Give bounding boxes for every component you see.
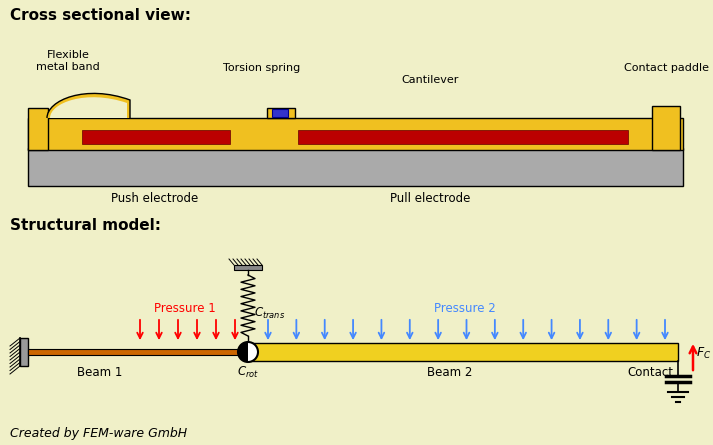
Text: Contact: Contact <box>627 366 673 379</box>
PathPatch shape <box>50 97 127 118</box>
Text: $F_C$: $F_C$ <box>696 345 712 360</box>
Text: Pressure 2: Pressure 2 <box>434 302 496 315</box>
Text: Beam 2: Beam 2 <box>427 366 473 379</box>
Text: Cantilever: Cantilever <box>401 75 458 85</box>
Text: Flexible
metal band: Flexible metal band <box>36 50 100 72</box>
Bar <box>28 349 248 355</box>
Bar <box>20 338 28 366</box>
Text: $C_{trans}$: $C_{trans}$ <box>254 305 285 320</box>
Bar <box>28 108 48 150</box>
Text: $C_{rot}$: $C_{rot}$ <box>237 365 259 380</box>
Circle shape <box>238 342 258 362</box>
Text: Created by FEM-ware GmbH: Created by FEM-ware GmbH <box>10 427 187 440</box>
Text: Contact paddle: Contact paddle <box>623 63 709 73</box>
Text: Structural model:: Structural model: <box>10 218 161 233</box>
Text: Beam 1: Beam 1 <box>77 366 123 379</box>
Text: Torsion spring: Torsion spring <box>223 63 301 73</box>
PathPatch shape <box>47 93 130 118</box>
Bar <box>267 108 295 118</box>
Bar <box>272 109 288 117</box>
Bar <box>28 148 683 186</box>
Bar <box>234 265 262 270</box>
Wedge shape <box>238 342 248 362</box>
Bar <box>652 106 680 150</box>
Text: Cross sectional view:: Cross sectional view: <box>10 8 191 23</box>
Text: Pull electrode: Pull electrode <box>390 192 470 205</box>
Text: Pressure 1: Pressure 1 <box>154 302 216 315</box>
Text: Push electrode: Push electrode <box>111 192 199 205</box>
Bar <box>298 130 628 144</box>
Bar <box>82 130 230 144</box>
Bar <box>28 118 683 150</box>
Bar <box>248 343 678 361</box>
